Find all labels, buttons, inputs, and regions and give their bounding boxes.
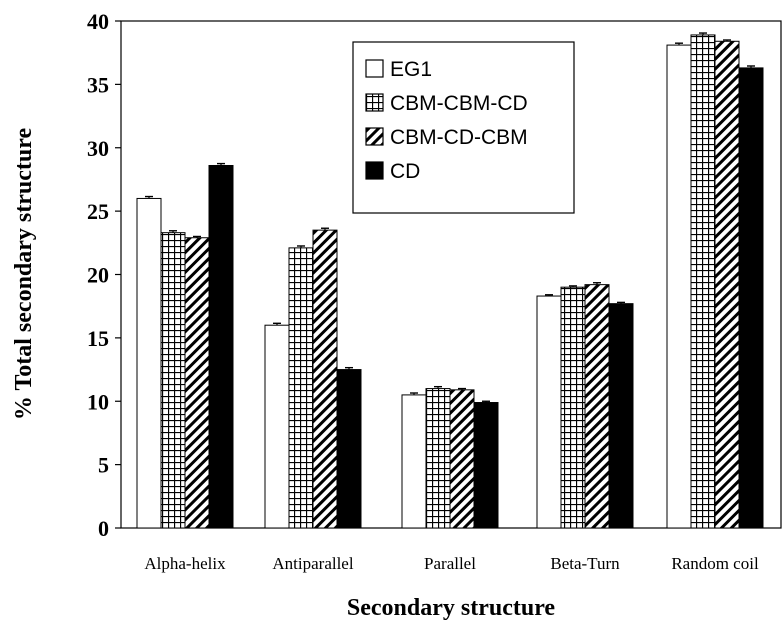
x-tick-label: Alpha-helix (144, 554, 226, 573)
y-tick-label: 20 (87, 263, 109, 288)
bar-eg1-antiparallel (264, 324, 290, 529)
legend-swatch-cd (365, 161, 384, 180)
x-tick-label: Parallel (424, 554, 476, 573)
bar-cbm-cbm-cd-alpha-helix (160, 232, 186, 529)
bar-cd-antiparallel (336, 369, 362, 529)
bars-group (136, 32, 764, 529)
y-tick-label: 10 (87, 389, 109, 414)
x-axis-title: Secondary structure (347, 595, 556, 621)
bar-eg1-parallel (401, 394, 427, 529)
legend-label: CBM-CD-CBM (390, 126, 528, 149)
bar-eg1-beta-turn (536, 295, 562, 529)
x-axis-category-labels: Alpha-helix Antiparallel Parallel Beta-Turn… (144, 554, 759, 573)
y-tick-label: 25 (87, 199, 109, 224)
y-tick-label: 30 (87, 136, 109, 161)
bar-eg1-alpha-helix (136, 197, 162, 529)
bar-cbm-cbm-cd-beta-turn (560, 286, 586, 529)
x-tick-label: Antiparallel (272, 554, 353, 573)
bar-cbm-cd-cbm-random-coil (714, 40, 740, 529)
y-tick-label: 5 (98, 453, 109, 478)
bar-cbm-cd-cbm-antiparallel (312, 229, 338, 529)
bar-cbm-cd-cbm-alpha-helix (184, 237, 210, 529)
legend-label: CBM-CBM-CD (390, 92, 528, 115)
y-tick-label: 35 (87, 72, 109, 97)
legend-label: CD (390, 160, 420, 183)
bar-cbm-cbm-cd-random-coil (690, 34, 716, 529)
y-tick-label: 0 (98, 516, 109, 541)
y-tick-label: 15 (87, 326, 109, 351)
bar-cbm-cd-cbm-parallel (449, 389, 475, 529)
bar-cbm-cbm-cd-antiparallel (288, 247, 314, 529)
bar-cbm-cd-cbm-beta-turn (584, 284, 610, 529)
y-tick-label: 40 (87, 9, 109, 34)
y-axis-title: % Total secondary structure (11, 128, 37, 421)
bar-cd-random-coil (738, 67, 764, 529)
bar-cbm-cbm-cd-parallel (425, 388, 451, 529)
x-tick-label: Random coil (671, 554, 759, 573)
legend-box (352, 41, 575, 214)
bar-cd-beta-turn (608, 303, 634, 529)
legend-label: EG1 (390, 58, 432, 81)
bar-eg1-random-coil (666, 44, 692, 529)
y-axis-ticks: 0 5 10 15 20 25 30 35 40 (87, 9, 121, 541)
legend-swatch-cbm-cd-cbm (365, 127, 384, 146)
legend-swatch-eg1 (365, 59, 384, 78)
x-tick-label: Beta-Turn (550, 554, 620, 573)
bar-cd-parallel (473, 402, 499, 529)
legend: EG1 CBM-CBM-CD CBM-CD-CBM CD (352, 41, 575, 214)
bar-cd-alpha-helix (208, 164, 234, 529)
legend-swatch-cbm-cbm-cd (365, 93, 384, 112)
